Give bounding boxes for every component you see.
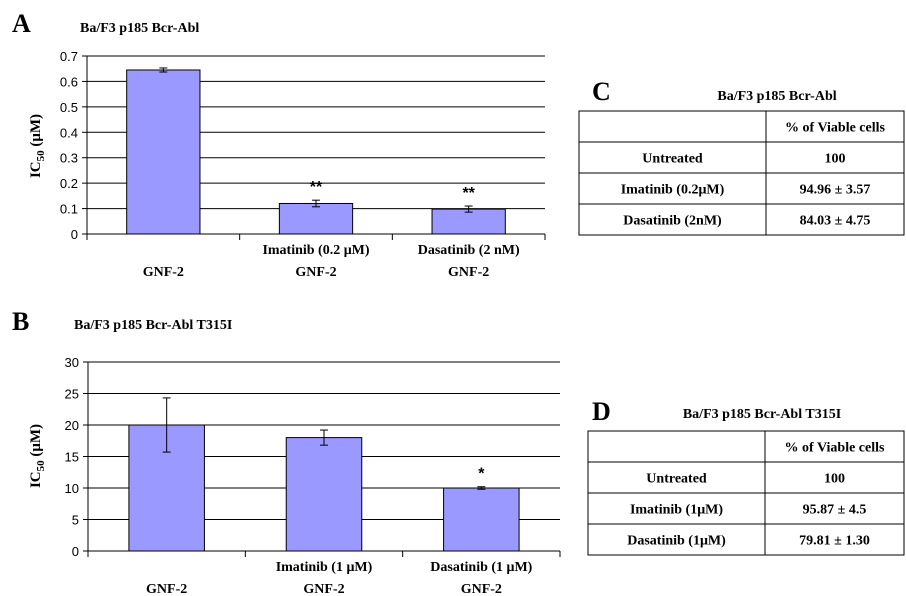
panel-label-a: A — [12, 9, 31, 38]
chart-a-category-label: GNF-2 — [448, 265, 489, 280]
table-c-cell: Dasatinib (2nM) — [623, 214, 722, 229]
table-c: % of Viable cells Untreated 100 Imatinib (0… — [578, 110, 905, 236]
chart-a-ytick-label: 0.6 — [60, 74, 78, 89]
chart-b-category-label: Imatinib (1 μM) — [276, 560, 373, 575]
chart-a-ytick-label: 0.7 — [60, 49, 78, 64]
table-c-cell: Untreated — [642, 152, 703, 167]
table-c-cell: 100 — [825, 152, 846, 167]
chart-b-category-label: GNF-2 — [303, 582, 344, 596]
chart-a-title: Ba/F3 p185 Bcr-Abl — [80, 21, 199, 36]
chart-a-bar — [278, 202, 354, 235]
table-c-title: Ba/F3 p185 Bcr-Abl — [717, 89, 836, 104]
table-d-title: Ba/F3 p185 Bcr-Abl T315I — [683, 407, 841, 422]
chart-b-ytick-label: 30 — [65, 355, 79, 370]
chart-b-ylabel: IC50 (μM) — [28, 424, 47, 488]
table-c-cell: 94.96 ± 3.57 — [800, 183, 871, 198]
chart-a-ytick-label: 0.3 — [60, 151, 78, 166]
chart-b-ytick-label: 5 — [72, 513, 79, 528]
chart-a-significance: ** — [462, 185, 475, 202]
chart-b-significance: * — [478, 466, 485, 483]
panel-label-b: B — [12, 307, 29, 336]
chart-b-ytick-label: 15 — [65, 450, 79, 465]
chart-a-ylabel: IC50 (μM) — [28, 114, 47, 178]
chart-b-ytick-label: 0 — [72, 544, 79, 559]
table-d-cell: Untreated — [646, 472, 707, 487]
chart-a-category-label: GNF-2 — [143, 265, 184, 280]
table-d-cell: Dasatinib (1μM) — [627, 534, 726, 549]
panel-label-c: C — [592, 77, 611, 106]
chart-b: 0 5 10 15 20 25 30 GNF-2 Imatinib (1 μM) GNF-2 * Da… — [65, 355, 561, 596]
chart-a-ytick-label: 0.2 — [60, 176, 78, 191]
chart-b-bar — [285, 437, 363, 552]
chart-a-significance: ** — [310, 179, 323, 196]
table-c-header-cell: % of Viable cells — [785, 121, 885, 136]
chart-b-bar — [443, 487, 520, 552]
table-c-cell: 84.03 ± 4.75 — [800, 214, 871, 229]
chart-a-ytick-label: 0.1 — [60, 202, 78, 217]
table-d-cell: 79.81 ± 1.30 — [799, 534, 870, 549]
chart-a-category-label: GNF-2 — [295, 265, 336, 280]
panel-label-d: D — [592, 397, 611, 426]
chart-b-title: Ba/F3 p185 Bcr-Abl T315I — [74, 318, 232, 333]
table-c-cell: Imatinib (0.2μM) — [621, 183, 725, 198]
chart-a-bar — [126, 69, 201, 235]
chart-a-ytick-label: 0.4 — [60, 125, 78, 140]
chart-a: 0 0.1 0.2 0.3 0.4 0.5 0.6 0.7 GNF-2 ** Imatinib (0… — [60, 49, 546, 280]
chart-b-ytick-label: 20 — [65, 418, 79, 433]
table-d-cell: 100 — [824, 472, 845, 487]
table-d-cell: 95.87 ± 4.5 — [803, 503, 867, 518]
chart-b-category-label: GNF-2 — [461, 582, 502, 596]
chart-b-category-label: GNF-2 — [146, 582, 187, 596]
chart-b-category-label: Dasatinib (1 μM) — [430, 560, 532, 575]
chart-a-bar — [431, 208, 506, 235]
chart-a-ytick-label: 0.5 — [60, 100, 78, 115]
chart-a-category-label: Dasatinib (2 nM) — [418, 243, 520, 258]
chart-b-ytick-label: 25 — [65, 387, 79, 402]
table-d: % of Viable cells Untreated 100 Imatinib (1… — [587, 430, 905, 556]
table-d-cell: Imatinib (1μM) — [630, 503, 723, 518]
chart-a-category-label: Imatinib (0.2 μM) — [262, 243, 369, 258]
table-d-header-cell: % of Viable cells — [785, 441, 885, 456]
chart-a-ytick-label: 0 — [71, 227, 78, 242]
chart-b-ytick-label: 10 — [65, 481, 79, 496]
